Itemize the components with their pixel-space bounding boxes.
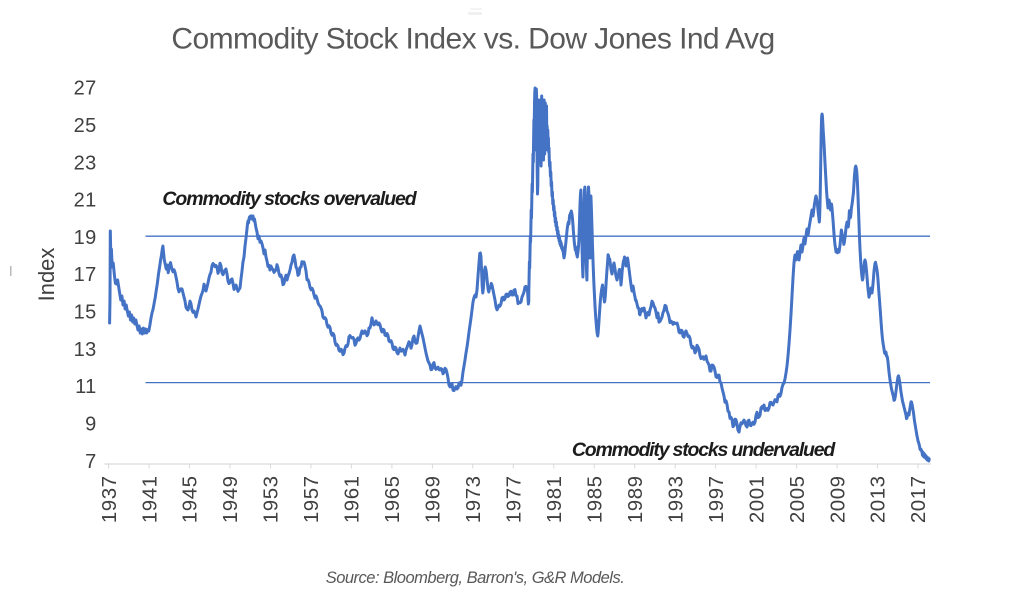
svg-text:Commodity stocks overvalued: Commodity stocks overvalued xyxy=(162,188,417,210)
svg-text:1953: 1953 xyxy=(260,476,283,524)
svg-text:19: 19 xyxy=(74,227,97,249)
svg-text:13: 13 xyxy=(74,339,97,361)
svg-text:1937: 1937 xyxy=(98,476,121,524)
svg-text:Index: Index xyxy=(34,248,59,302)
svg-text:2001: 2001 xyxy=(745,476,768,524)
svg-text:1957: 1957 xyxy=(300,476,323,524)
svg-text:1973: 1973 xyxy=(462,476,485,524)
svg-text:11: 11 xyxy=(75,376,96,398)
svg-text:15: 15 xyxy=(74,302,97,324)
svg-text:17: 17 xyxy=(74,264,97,286)
svg-text:2009: 2009 xyxy=(826,476,849,524)
svg-text:1949: 1949 xyxy=(219,476,242,524)
svg-text:1993: 1993 xyxy=(664,476,687,524)
svg-text:1989: 1989 xyxy=(624,476,647,524)
svg-text:7: 7 xyxy=(85,451,96,473)
svg-text:2017: 2017 xyxy=(907,476,930,524)
svg-text:2013: 2013 xyxy=(867,476,890,524)
svg-text:1985: 1985 xyxy=(583,476,606,524)
svg-text:Commodity stocks undervalued: Commodity stocks undervalued xyxy=(572,439,837,461)
svg-text:2005: 2005 xyxy=(786,476,809,524)
svg-text:Source: Bloomberg, Barron's, G: Source: Bloomberg, Barron's, G&R Models. xyxy=(326,569,625,587)
svg-text:1961: 1961 xyxy=(341,476,364,524)
svg-text:1997: 1997 xyxy=(705,476,728,524)
svg-text:25: 25 xyxy=(74,115,97,137)
svg-text:27: 27 xyxy=(74,78,97,100)
svg-text:Commodity Stock Index vs. Dow: Commodity Stock Index vs. Dow Jones Ind … xyxy=(171,23,774,56)
svg-text:1945: 1945 xyxy=(179,476,202,524)
svg-text:23: 23 xyxy=(74,152,97,174)
svg-text:9: 9 xyxy=(85,414,96,436)
svg-text:1977: 1977 xyxy=(503,476,526,524)
svg-text:1969: 1969 xyxy=(422,476,445,524)
svg-text:1981: 1981 xyxy=(543,476,566,524)
svg-text:1941: 1941 xyxy=(138,476,161,524)
svg-text:1965: 1965 xyxy=(381,476,404,524)
svg-text:21: 21 xyxy=(74,190,97,212)
